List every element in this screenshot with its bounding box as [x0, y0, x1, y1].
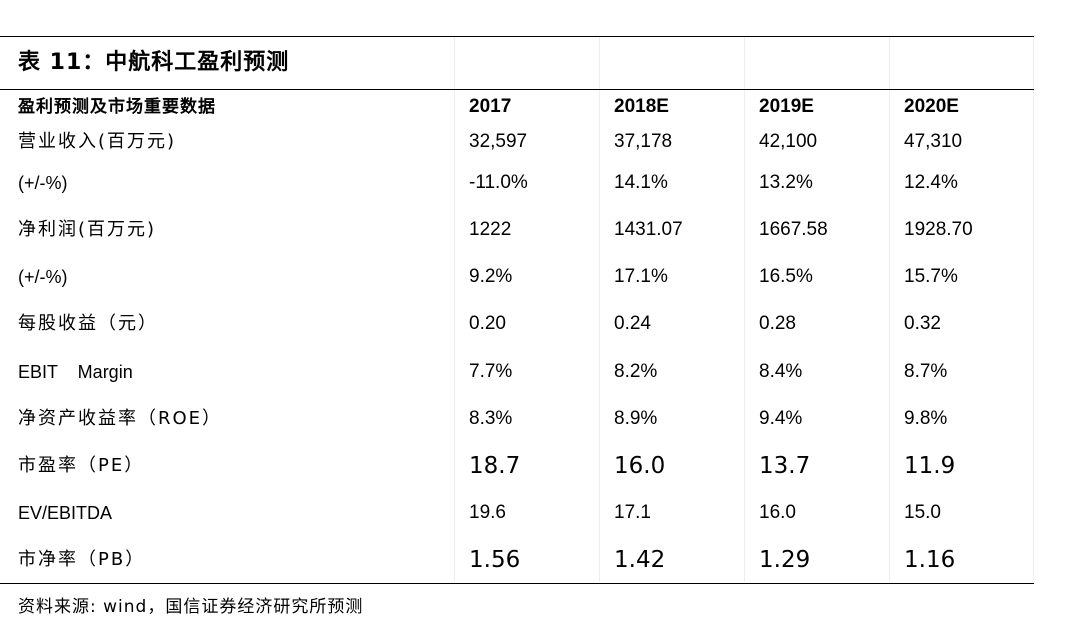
row-value: 32,597	[469, 131, 528, 152]
row-label: 每股收益（元）	[18, 313, 158, 334]
row-value: 17.1	[614, 502, 651, 523]
row-value: 0.28	[759, 313, 796, 334]
row-value: 11.9	[904, 453, 956, 479]
row-value: 9.8%	[904, 408, 948, 429]
row-value: 8.9%	[614, 408, 658, 429]
row-value: 1222	[469, 219, 512, 240]
row-value: 1667.58	[759, 219, 828, 240]
row-value: 1431.07	[614, 219, 683, 240]
table-row-eps: 每股收益（元） 0.20 0.24 0.28 0.32	[0, 309, 1034, 339]
table-row-pb: 市净率（PB） 1.56 1.42 1.29 1.16	[0, 545, 1034, 575]
year-header: 2018E	[614, 96, 669, 117]
row-value: 9.2%	[469, 266, 513, 287]
table-row-ev-ebitda: EV/EBITDA 19.6 17.1 16.0 15.0	[0, 498, 1034, 528]
row-value: 37,178	[614, 131, 673, 152]
row-label: (+/-%)	[18, 267, 68, 287]
table-row-revenue-growth: (+/-%) -11.0% 14.1% 13.2% 12.4%	[0, 168, 1034, 198]
row-label: 市净率（PB）	[18, 549, 146, 570]
row-label: (+/-%)	[18, 173, 68, 193]
row-value: 1.42	[614, 547, 666, 573]
table-row-revenue: 营业收入(百万元) 32,597 37,178 42,100 47,310	[0, 127, 1034, 157]
row-value: 17.1%	[614, 266, 668, 287]
row-label: 市盈率（PE）	[18, 455, 145, 476]
row-value: 13.7	[759, 453, 811, 479]
column-guide	[889, 36, 890, 582]
row-label: EBIT Margin	[18, 362, 133, 382]
row-value: 0.24	[614, 313, 651, 334]
row-value: 16.5%	[759, 266, 813, 287]
year-header: 2019E	[759, 96, 814, 117]
column-guide	[454, 36, 455, 582]
year-header: 2020E	[904, 96, 959, 117]
row-label: 净利润(百万元)	[18, 219, 157, 240]
row-label: EV/EBITDA	[18, 503, 113, 523]
bottom-rule	[0, 583, 1034, 584]
row-value: 8.4%	[759, 361, 803, 382]
row-label: 营业收入(百万元)	[18, 131, 177, 152]
year-header: 2017	[469, 96, 512, 117]
row-value: 19.6	[469, 502, 506, 523]
row-value: 16.0	[614, 453, 666, 479]
table-row-net-profit: 净利润(百万元) 1222 1431.07 1667.58 1928.70	[0, 215, 1034, 245]
column-guide	[744, 36, 745, 582]
row-value: 1.56	[469, 547, 521, 573]
row-value: 13.2%	[759, 172, 813, 193]
header-label: 盈利预测及市场重要数据	[18, 97, 216, 117]
row-value: 42,100	[759, 131, 818, 152]
row-value: 15.7%	[904, 266, 958, 287]
header-row: 盈利预测及市场重要数据 2017 2018E 2019E 2020E	[0, 92, 1034, 122]
row-value: 9.4%	[759, 408, 803, 429]
row-value: 8.2%	[614, 361, 658, 382]
row-value: 16.0	[759, 502, 796, 523]
row-value: 0.20	[469, 313, 506, 334]
table-row-pe: 市盈率（PE） 18.7 16.0 13.7 11.9	[0, 451, 1034, 481]
row-value: 14.1%	[614, 172, 668, 193]
row-value: 1.29	[759, 547, 811, 573]
top-rule	[0, 36, 1034, 37]
column-guide	[599, 36, 600, 582]
table-row-profit-growth: (+/-%) 9.2% 17.1% 16.5% 15.7%	[0, 262, 1034, 292]
title-rule	[0, 89, 1034, 90]
row-value: 47,310	[904, 131, 963, 152]
row-value: -11.0%	[469, 172, 528, 193]
row-value: 15.0	[904, 502, 941, 523]
table-row-ebit-margin: EBIT Margin 7.7% 8.2% 8.4% 8.7%	[0, 357, 1034, 387]
column-guide	[1033, 36, 1034, 582]
row-value: 8.7%	[904, 361, 948, 382]
row-value: 12.4%	[904, 172, 958, 193]
row-value: 7.7%	[469, 361, 513, 382]
row-value: 0.32	[904, 313, 941, 334]
row-value: 18.7	[469, 453, 521, 479]
row-value: 1.16	[904, 547, 956, 573]
row-value: 8.3%	[469, 408, 513, 429]
table-row-roe: 净资产收益率（ROE） 8.3% 8.9% 9.4% 9.8%	[0, 404, 1034, 434]
source-note: 资料来源: wind，国信证券经济研究所预测	[18, 597, 364, 617]
row-value: 1928.70	[904, 219, 973, 240]
table-title: 表 11：中航科工盈利预测	[18, 50, 290, 75]
row-label: 净资产收益率（ROE）	[18, 408, 223, 429]
